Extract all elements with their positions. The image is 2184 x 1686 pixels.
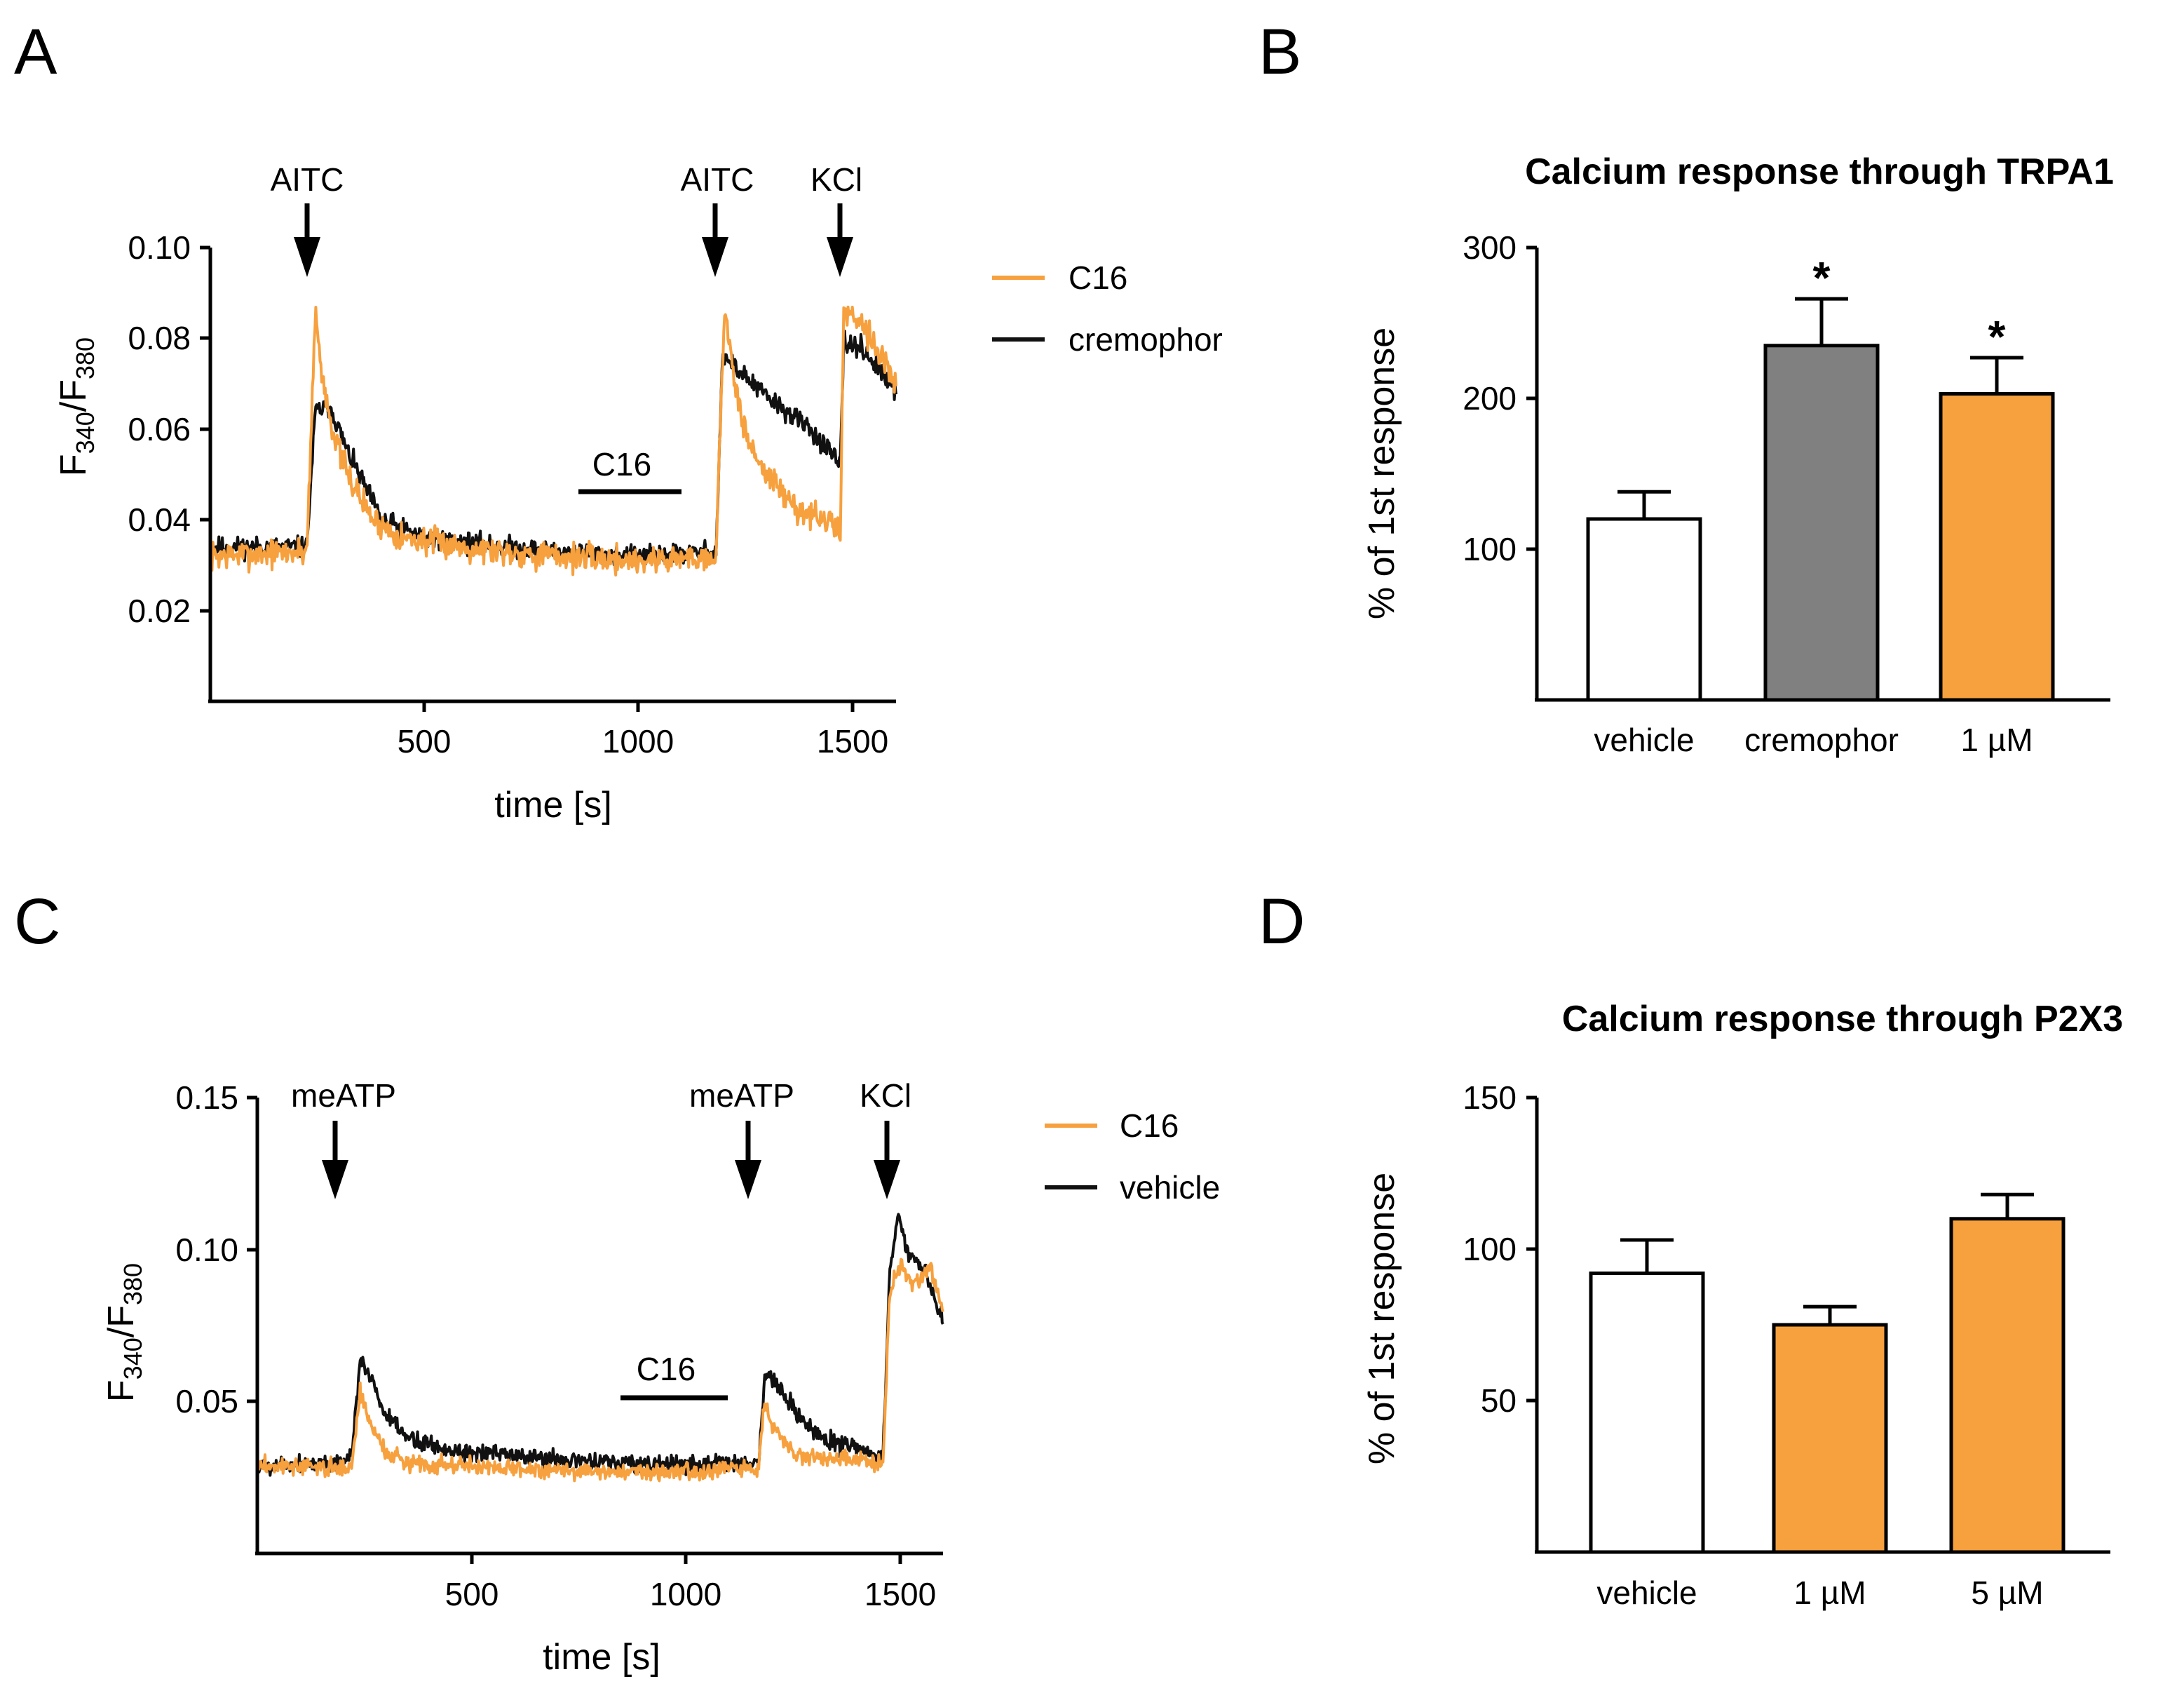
y-tick-label-d: 150: [1463, 1079, 1517, 1116]
x-category-label-cremophor: cremophor: [1744, 722, 1899, 758]
bar-1um: [1939, 392, 2055, 702]
y-label-sub2-a: 380: [71, 337, 100, 379]
chart-title-d: Calcium response through P2X3: [1562, 999, 2123, 1039]
y-tick-label-b: 200: [1463, 380, 1517, 417]
annotation-kcl-a: KCl: [810, 161, 862, 198]
bars-d: [1589, 1217, 2066, 1554]
annotation-meatp-1: meATP: [291, 1077, 396, 1114]
y-label-sub1-a: 340: [71, 412, 100, 454]
panel-letter-a: A: [14, 16, 57, 88]
series-line-c16: [256, 1257, 944, 1483]
x-tick-label-a: 500: [398, 723, 452, 760]
y-tick-label-a: 0.06: [128, 411, 191, 447]
x-tick-label-c: 500: [445, 1576, 499, 1612]
y-label-slash-c: /F: [101, 1305, 142, 1337]
bar-1um: [1772, 1323, 1888, 1554]
panel-b: B Calcium response through TRPA1 % of 1s…: [1259, 16, 2114, 758]
bar-cremophor: [1763, 344, 1880, 702]
y-axis-label-b: % of 1st response: [1362, 328, 1402, 619]
y-label-sub1-c: 340: [118, 1337, 147, 1380]
arrow-down-icon: [827, 237, 853, 277]
legend-label-cremophor: cremophor: [1069, 321, 1223, 358]
x-category-label-5um: 5 µM: [1971, 1574, 2043, 1611]
x-tick-label-c: 1500: [864, 1576, 936, 1612]
y-tick-label-c: 0.05: [175, 1383, 238, 1419]
x-category-label-vehicle: vehicle: [1596, 1574, 1697, 1611]
y-tick-label-a: 0.08: [128, 320, 191, 356]
annotation-aitc-1: AITC: [271, 161, 344, 198]
y-tick-label-a: 0.10: [128, 229, 191, 266]
y-tick-label-c: 0.15: [175, 1079, 238, 1116]
x-category-label-1um: 1 µM: [1960, 722, 2033, 758]
c16-application-label-c: C16: [637, 1351, 696, 1387]
y-tick-label-a: 0.02: [128, 593, 191, 629]
annotation-kcl-c: KCl: [860, 1077, 911, 1114]
panel-letter-d: D: [1259, 886, 1305, 957]
panel-letter-b: B: [1259, 16, 1301, 88]
panel-letter-c: C: [14, 886, 60, 957]
panel-a: A F340/F380 0.10 0.08 0.06 0.04 0.02 500…: [14, 16, 1223, 825]
bar-5um: [1949, 1217, 2066, 1554]
series-line-c16: [209, 305, 897, 576]
x-category-label-vehicle: vehicle: [1594, 722, 1694, 758]
annotation-meatp-2: meATP: [689, 1077, 794, 1114]
legend-label-vehicle: vehicle: [1120, 1169, 1220, 1206]
y-label-main-a: F: [53, 454, 94, 476]
y-tick-label-d: 50: [1481, 1382, 1517, 1419]
x-tick-label-a: 1500: [817, 723, 888, 760]
c16-application-label-a: C16: [592, 446, 651, 483]
y-axis-label-a: F340/F380: [53, 337, 100, 476]
arrow-down-icon: [702, 237, 728, 277]
y-axis-label-d: % of 1st response: [1362, 1173, 1402, 1464]
significance-star-cremophor: *: [1813, 252, 1831, 303]
y-label-sub2-c: 380: [118, 1263, 147, 1305]
x-axis-label-c: time [s]: [543, 1637, 660, 1678]
error-bars-d: [1620, 1192, 2034, 1325]
y-label-slash-a: /F: [53, 379, 94, 412]
significance-star-1um: *: [1988, 311, 2006, 362]
panel-d: D Calcium response through P2X3 % of 1st…: [1259, 886, 2123, 1611]
y-axis-label-c: F340/F380: [101, 1263, 147, 1402]
annotation-aitc-2: AITC: [681, 161, 754, 198]
bars-b: [1586, 344, 2055, 702]
y-tick-label-a: 0.04: [128, 501, 191, 538]
bar-vehicle: [1589, 1272, 1705, 1554]
legend-label-c16-c: C16: [1120, 1107, 1179, 1144]
arrow-down-icon: [294, 237, 320, 277]
y-label-main-c: F: [101, 1380, 142, 1402]
legend-label-c16-a: C16: [1069, 259, 1127, 296]
chart-title-b: Calcium response through TRPA1: [1525, 151, 2114, 192]
series-line-vehicle: [256, 1213, 944, 1477]
y-tick-label-b: 100: [1463, 531, 1517, 567]
arrow-down-icon: [874, 1160, 900, 1199]
arrow-down-icon: [735, 1160, 761, 1199]
y-tick-label-c: 0.10: [175, 1232, 238, 1268]
arrow-down-icon: [322, 1160, 348, 1199]
x-axis-label-a: time [s]: [494, 785, 612, 825]
x-category-label-1um: 1 µM: [1793, 1574, 1866, 1611]
panel-c: C F340/F380 0.15 0.10 0.05 500 1000 1500…: [14, 886, 1220, 1678]
x-tick-label-c: 1000: [650, 1576, 721, 1612]
error-bars-b: [1617, 297, 2023, 519]
bar-vehicle: [1586, 517, 1702, 702]
x-tick-label-a: 1000: [602, 723, 674, 760]
y-tick-label-d: 100: [1463, 1231, 1517, 1267]
y-tick-label-b: 300: [1463, 229, 1517, 266]
